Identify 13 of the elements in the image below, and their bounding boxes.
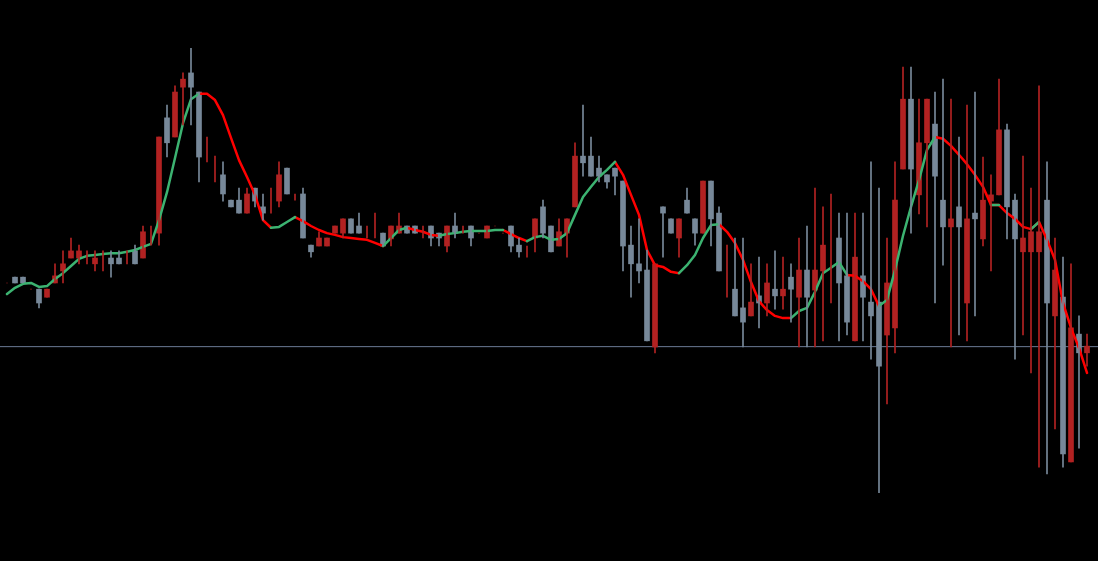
candlestick	[332, 225, 338, 234]
candlestick	[284, 167, 290, 195]
candlestick	[228, 199, 234, 208]
candlestick	[484, 225, 490, 239]
candlestick	[44, 288, 50, 298]
candlestick	[348, 218, 354, 234]
candlestick	[668, 218, 674, 234]
candlestick	[324, 237, 330, 247]
candlestick	[20, 276, 26, 284]
candlestick	[548, 225, 554, 253]
candlestick	[380, 232, 386, 247]
candlestick	[700, 180, 706, 234]
candlestick	[12, 276, 18, 284]
